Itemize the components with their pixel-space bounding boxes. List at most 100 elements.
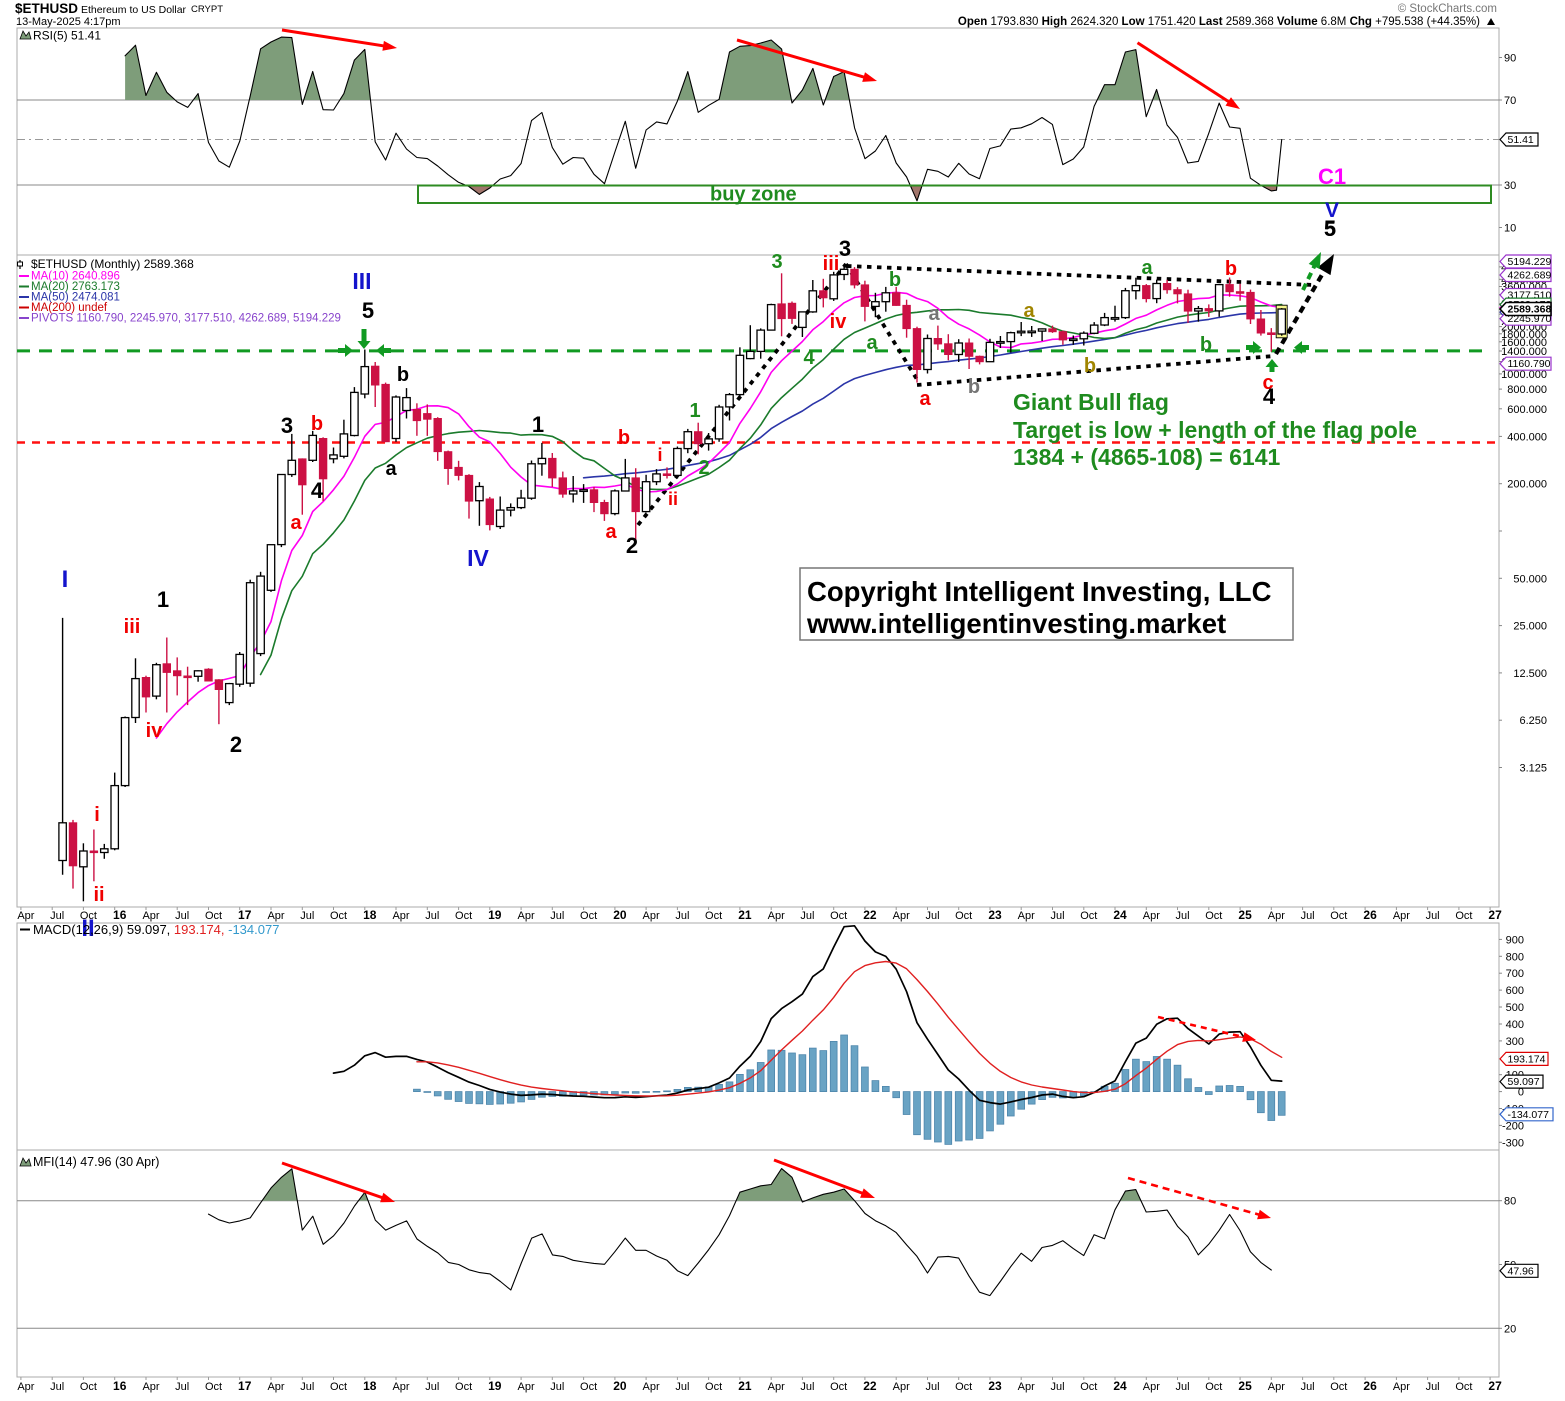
svg-text:600: 600 [1506,985,1524,997]
svg-text:MA(20) 2763.173: MA(20) 2763.173 [31,281,120,293]
svg-text:Jul: Jul [175,910,189,922]
svg-text:25: 25 [1238,1379,1252,1393]
svg-text:Oct: Oct [1330,910,1347,922]
svg-text:59.097: 59.097 [1508,1076,1540,1088]
svg-text:4: 4 [803,347,815,369]
svg-text:600.000: 600.000 [1507,404,1547,416]
svg-text:Apr: Apr [1393,1381,1410,1393]
svg-text:1: 1 [532,412,544,437]
svg-text:21: 21 [738,1379,752,1393]
svg-text:IV: IV [467,545,489,571]
svg-text:Jul: Jul [1301,910,1315,922]
svg-text:b: b [311,413,323,435]
svg-text:5: 5 [1324,216,1336,241]
svg-text:Oct: Oct [205,910,222,922]
svg-text:Jul: Jul [800,910,814,922]
svg-text:17: 17 [238,1379,252,1393]
svg-text:4262.689: 4262.689 [1508,270,1552,282]
svg-text:Apr: Apr [518,1381,535,1393]
svg-text:3: 3 [839,236,851,261]
svg-text:6.250: 6.250 [1519,715,1547,727]
svg-text:c: c [1262,372,1273,394]
svg-text:MA(50) 2474.081: MA(50) 2474.081 [31,292,120,304]
svg-text:20: 20 [613,1379,627,1393]
svg-text:i: i [94,804,100,826]
svg-text:-300: -300 [1502,1137,1524,1149]
svg-text:b: b [618,427,630,449]
svg-text:iv: iv [146,720,164,742]
svg-text:Apr: Apr [17,910,34,922]
svg-text:900: 900 [1506,934,1524,946]
svg-text:Oct: Oct [1080,1381,1097,1393]
svg-text:Jul: Jul [925,1381,939,1393]
svg-text:12.500: 12.500 [1513,668,1547,680]
svg-text:iii: iii [823,253,840,275]
svg-text:b: b [889,269,901,291]
svg-text:Oct: Oct [1205,1381,1222,1393]
svg-text:25.000: 25.000 [1513,621,1547,633]
svg-text:19: 19 [488,1379,502,1393]
svg-text:MFI(14) 47.96 (30 Apr): MFI(14) 47.96 (30 Apr) [33,1155,159,1169]
svg-text:Jul: Jul [50,1381,64,1393]
svg-text:Jul: Jul [425,910,439,922]
svg-text:21: 21 [738,908,752,922]
svg-text:2589.368: 2589.368 [1508,304,1552,316]
svg-text:5: 5 [1324,218,1336,241]
svg-text:Oct: Oct [705,910,722,922]
svg-text:Oct: Oct [830,910,847,922]
svg-text:Jul: Jul [1175,910,1189,922]
svg-text:Apr: Apr [893,1381,910,1393]
svg-text:13-May-2025 4:17pm: 13-May-2025 4:17pm [16,16,121,28]
svg-text:Oct: Oct [455,1381,472,1393]
svg-text:Jul: Jul [925,910,939,922]
svg-text:© StockCharts.com: © StockCharts.com [1398,3,1497,15]
svg-text:26: 26 [1363,908,1377,922]
svg-text:Oct: Oct [580,910,597,922]
svg-text:47.96: 47.96 [1508,1265,1534,1277]
svg-text:Apr: Apr [142,1381,159,1393]
svg-text:-134.077: -134.077 [1508,1109,1550,1121]
svg-text:26: 26 [1363,1379,1377,1393]
svg-text:Target is low + length of the: Target is low + length of the flag pole [1013,417,1417,443]
svg-text:20: 20 [613,908,627,922]
svg-text:17: 17 [238,908,252,922]
svg-text:Jul: Jul [175,1381,189,1393]
svg-text:a: a [385,458,397,480]
svg-text:Apr: Apr [1393,910,1410,922]
svg-text:1: 1 [157,587,169,612]
svg-text:Apr: Apr [1143,1381,1160,1393]
svg-text:$ETHUSD: $ETHUSD [15,1,78,16]
svg-text:a: a [928,303,940,325]
svg-text:Jul: Jul [300,910,314,922]
svg-text:20: 20 [1504,1323,1516,1335]
svg-text:Jul: Jul [1175,1381,1189,1393]
svg-text:16: 16 [113,1379,127,1393]
svg-text:2: 2 [230,732,242,757]
svg-text:3: 3 [281,413,293,438]
svg-text:b: b [1200,334,1212,356]
svg-text:PIVOTS 1160.790, 2245.970, 317: PIVOTS 1160.790, 2245.970, 3177.510, 426… [31,313,341,325]
svg-text:Jul: Jul [675,910,689,922]
svg-text:4: 4 [1263,384,1276,409]
svg-text:a: a [919,388,931,410]
svg-text:Apr: Apr [1268,1381,1285,1393]
svg-text:23: 23 [988,1379,1002,1393]
svg-text:1160.790: 1160.790 [1508,358,1551,370]
svg-text:Jul: Jul [1301,1381,1315,1393]
svg-text:Jul: Jul [50,910,64,922]
svg-text:1800.000: 1800.000 [1501,329,1547,341]
svg-text:1384 + (4865-108) = 6141: 1384 + (4865-108) = 6141 [1013,444,1280,470]
svg-text:Oct: Oct [580,1381,597,1393]
svg-text:1000.000: 1000.000 [1501,369,1547,381]
svg-text:MA(10) 2640.896: MA(10) 2640.896 [31,271,120,283]
svg-text:22: 22 [863,1379,877,1393]
svg-text:ii: ii [93,884,104,906]
svg-text:5194.229: 5194.229 [1508,256,1552,268]
svg-text:Jul: Jul [675,1381,689,1393]
svg-text:90: 90 [1504,53,1516,65]
svg-text:Oct: Oct [80,1381,97,1393]
svg-text:III: III [352,268,371,294]
svg-text:51.41: 51.41 [1508,134,1534,146]
svg-text:27: 27 [1488,1379,1502,1393]
svg-text:Oct: Oct [205,1381,222,1393]
